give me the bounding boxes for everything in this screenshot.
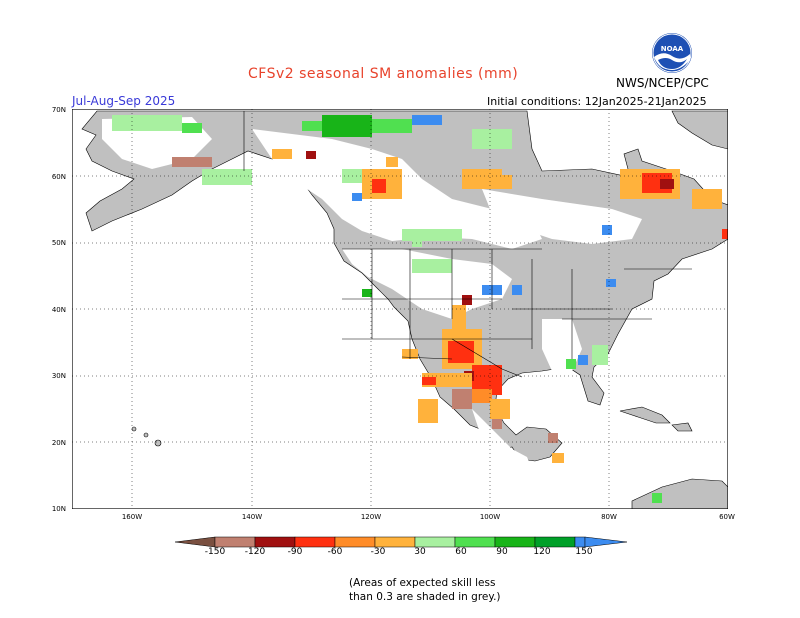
graticule [72, 109, 728, 509]
political-borders [243, 111, 692, 378]
legend-swatch [534, 536, 576, 548]
lat-label: 60N [51, 173, 66, 181]
legend-swatch [454, 536, 496, 548]
lat-label: 40N [51, 306, 66, 314]
color-legend [175, 536, 627, 548]
legend-arrow-left [175, 536, 216, 548]
lat-label: 70N [51, 106, 66, 114]
footnote-line: (Areas of expected skill less [349, 577, 496, 589]
initial-conditions-label: Initial conditions: 12Jan2025-21Jan2025 [487, 95, 707, 108]
soil-moisture-anomaly-map [72, 109, 728, 509]
legend-tick: 90 [496, 547, 508, 557]
hispaniola-land [671, 422, 693, 432]
cuba-land [619, 406, 671, 424]
map-title: CFSv2 seasonal SM anomalies (mm) [248, 66, 519, 82]
lon-label: 80W [601, 513, 617, 521]
logo-text: NOAA [661, 45, 684, 53]
legend-tick: -30 [370, 547, 386, 557]
legend-tick: 120 [533, 547, 551, 557]
footnote-line: than 0.3 are shaded in grey.) [349, 591, 501, 603]
legend-tick: -60 [327, 547, 343, 557]
legend-swatch [374, 536, 416, 548]
legend-swatch [214, 536, 256, 548]
legend-tick: 150 [575, 547, 593, 557]
legend-arrow-right [584, 536, 627, 548]
greenland-land [671, 110, 728, 150]
lat-label: 20N [51, 439, 66, 447]
lon-label: 120W [360, 513, 382, 521]
lon-label: 140W [241, 513, 263, 521]
legend-swatch [414, 536, 456, 548]
lon-label: 100W [479, 513, 501, 521]
legend-swatch [294, 536, 336, 548]
legend-swatch [574, 536, 586, 548]
lon-label: 60W [719, 513, 735, 521]
agency-label: NWS/NCEP/CPC [616, 76, 709, 90]
lon-label: 160W [121, 513, 143, 521]
legend-swatch [254, 536, 296, 548]
legend-tick: -150 [204, 547, 226, 557]
lat-label: 30N [51, 372, 66, 380]
legend-tick: -120 [244, 547, 266, 557]
noaa-logo-icon: NOAA [652, 33, 692, 73]
lat-label: 50N [51, 239, 66, 247]
legend-swatch [494, 536, 536, 548]
legend-tick: 60 [455, 547, 467, 557]
legend-tick: -90 [287, 547, 303, 557]
skill-footnote: (Areas of expected skill less than 0.3 a… [349, 576, 501, 604]
legend-swatch [334, 536, 376, 548]
season-label: Jul-Aug-Sep 2025 [72, 94, 176, 108]
legend-tick: 30 [414, 547, 426, 557]
lat-label: 10N [51, 505, 66, 513]
